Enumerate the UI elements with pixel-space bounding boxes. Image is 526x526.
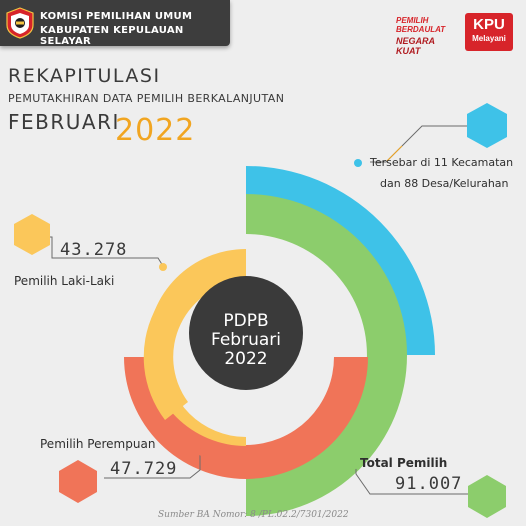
total-pemilih-label: Total Pemilih	[360, 456, 448, 470]
org-name-line1: KOMISI PEMILIHAN UMUM	[40, 11, 193, 22]
hexagon-icon	[59, 460, 97, 503]
tersebar-text-1: Tersebar di 11 Kecamatan	[370, 156, 514, 169]
pilihan-text-2: BERDAULAT	[396, 25, 446, 34]
green-dot	[352, 461, 360, 469]
center-label-1: PDPB	[223, 311, 269, 331]
tersebar-text-2: dan 88 Desa/Kelurahan	[380, 177, 509, 190]
perempuan-label: Pemilih Perempuan	[40, 437, 156, 451]
kpu-text: KPU	[473, 16, 505, 33]
perempuan-value: 47.729	[110, 459, 178, 479]
laki-laki-value: 43.278	[60, 240, 128, 260]
melayani-text: Melayani	[472, 34, 506, 43]
title-month: FEBRUARI	[8, 110, 120, 134]
yellow-dot	[159, 263, 167, 271]
hexagon-icon	[467, 103, 507, 148]
org-name-line2: KABUPATEN KEPULAUAN SELAYAR	[40, 25, 184, 47]
title-rekapitulasi: REKAPITULASI	[8, 65, 161, 87]
coral-dot	[198, 448, 206, 456]
laki-laki-label: Pemilih Laki-Laki	[14, 274, 115, 288]
pilihan-text-3: NEGARA	[396, 36, 436, 46]
kpu-melayani-logo: KPU Melayani	[465, 13, 513, 51]
header-banner: KOMISI PEMILIHAN UMUM KABUPATEN KEPULAUA…	[0, 0, 230, 47]
hexagon-icon	[468, 475, 506, 518]
total-pemilih-value: 91.007	[395, 474, 463, 494]
hexagon-icon	[14, 214, 50, 255]
kpu-logo-icon	[6, 7, 34, 39]
pilihan-text-4: KUAT	[396, 46, 421, 56]
center-label-2: Februari	[211, 330, 281, 350]
coral-arc	[124, 357, 368, 479]
pemilih-berdaulat-logo: PEMILIH BERDAULAT NEGARA KUAT	[392, 14, 454, 56]
blue-dot	[354, 159, 362, 167]
center-label-3: 2022	[224, 349, 268, 369]
title-year: 2022	[115, 113, 196, 148]
green-arc	[246, 194, 407, 516]
source-note: Sumber BA Nomor: 8 /PL.02.2/7301/2022	[158, 510, 349, 520]
center-circle	[189, 276, 303, 390]
pilihan-text-1: PEMILIH	[396, 16, 429, 25]
blue-arc	[246, 166, 435, 355]
title-subtitle: PEMUTAKHIRAN DATA PEMILIH BERKALANJUTAN	[8, 92, 285, 105]
